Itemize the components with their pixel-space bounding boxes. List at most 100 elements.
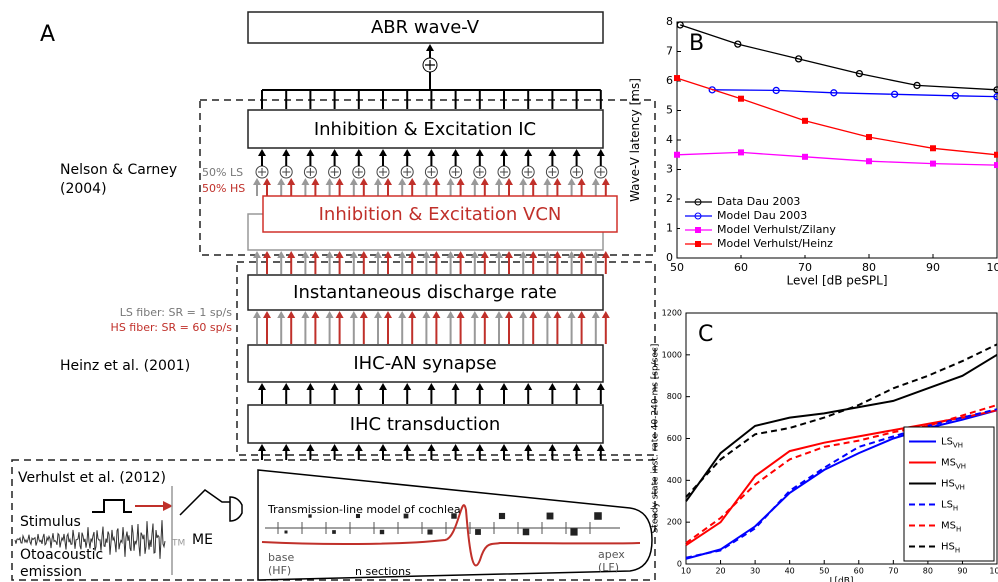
cochlea-end: apex [598,548,625,561]
y-tick-label: 4 [666,133,673,146]
sum-sign [548,168,557,176]
box [247,404,604,444]
legend-label: MS [941,458,956,469]
cochlea-title: Transmission-line model of cochlea [267,503,461,516]
marker [993,86,998,94]
arrowhead [253,311,261,318]
legend-label: Model Dau 2003 [717,209,807,222]
oval-window [229,496,243,522]
arrowhead [253,251,261,258]
arrowhead [258,444,266,451]
section-box [355,513,361,519]
y-tick-label: 2 [666,192,673,205]
arrowhead [572,149,581,156]
arrowhead [601,251,610,258]
arrowhead [500,444,508,451]
arrowhead [456,178,465,185]
cochlea-end: (LF) [598,561,619,574]
arrowhead [384,311,392,318]
arrowhead [422,251,431,258]
box [247,109,604,149]
y-tick-label: 8 [666,15,673,28]
citation: Verhulst et al. (2012) [18,470,166,486]
arrowhead [529,251,538,258]
arrowhead [529,311,538,318]
section-box [546,512,554,520]
panel-label: B [689,31,704,56]
arrowhead [475,149,484,156]
box-label: Inhibition & Excitation VCN [319,204,562,225]
arrowhead [470,178,479,185]
legend-label: Model Verhulst/Heinz [717,237,833,250]
arrowhead [577,178,586,185]
sum-sign [282,168,291,176]
arrowhead [451,149,460,156]
arrowhead [403,149,412,156]
box [247,344,604,383]
section-box [570,528,578,536]
arrowhead [601,311,610,318]
arrowhead [287,178,296,185]
arrowhead [354,149,363,156]
arrowhead [591,251,600,258]
arrowhead [548,444,557,451]
arrowhead [495,251,503,258]
sum-sign [427,168,436,176]
section-box [475,529,481,535]
series-line [685,409,998,560]
arrowhead [384,178,392,185]
arrowhead [553,311,562,318]
arrowhead [398,251,407,258]
legend-sub: VH [956,463,966,471]
arrowhead [577,311,586,318]
y-tick-label: 5 [666,104,673,117]
diagram-a: A ABR wave-V Inhibition & Excitation IC … [11,11,656,581]
marker [890,90,899,98]
group-box [236,261,656,456]
y-tick-label: 1000 [662,350,682,359]
arrowhead [258,149,266,156]
arrowhead [480,251,489,258]
arrowhead [349,178,358,185]
arrowhead [567,311,576,318]
arrows [253,44,610,460]
legend-label: HS [941,542,955,553]
arrowhead [311,311,320,318]
arrowhead [432,311,441,318]
arrowhead [446,311,455,318]
arrowhead [384,251,392,258]
arrowhead [451,444,460,451]
x-tick-label: 80 [923,567,933,576]
x-tick-label: 90 [957,567,967,576]
sum-sign [500,168,508,176]
group-box [199,99,656,256]
arrowhead [408,178,417,185]
arrowhead [427,383,436,390]
y-tick-label: 1 [666,222,673,235]
arrowhead [548,149,557,156]
arrowhead [277,311,286,318]
arrowhead [505,311,513,318]
arrowhead [335,311,344,318]
legend-marker [695,227,701,233]
y-tick-label: 0 [666,251,673,264]
y-tick-label: 3 [666,163,673,176]
chart: 50 60 70 80 90 100 0 1 2 3 4 5 6 7 8 Level [dB peSPL] Wa… [628,15,998,288]
series-line [676,151,998,166]
y-tick-label: 400 [667,476,682,485]
legend-sub: VH [953,442,963,450]
arrowhead [379,444,387,451]
sections-label: n sections [355,565,411,578]
marker [930,160,936,167]
arrowhead [422,178,431,185]
section-box [498,512,506,520]
arrowhead [495,311,503,318]
arrowhead [301,251,310,258]
x-axis-label: Level [dB peSPL] [786,274,887,288]
section-box [379,529,385,535]
arrowhead [287,251,296,258]
legend-sub: H [953,505,958,513]
legend-label: LS [941,437,953,448]
citation: Nelson & Carney [60,162,177,178]
y-tick-label: 800 [667,392,682,401]
